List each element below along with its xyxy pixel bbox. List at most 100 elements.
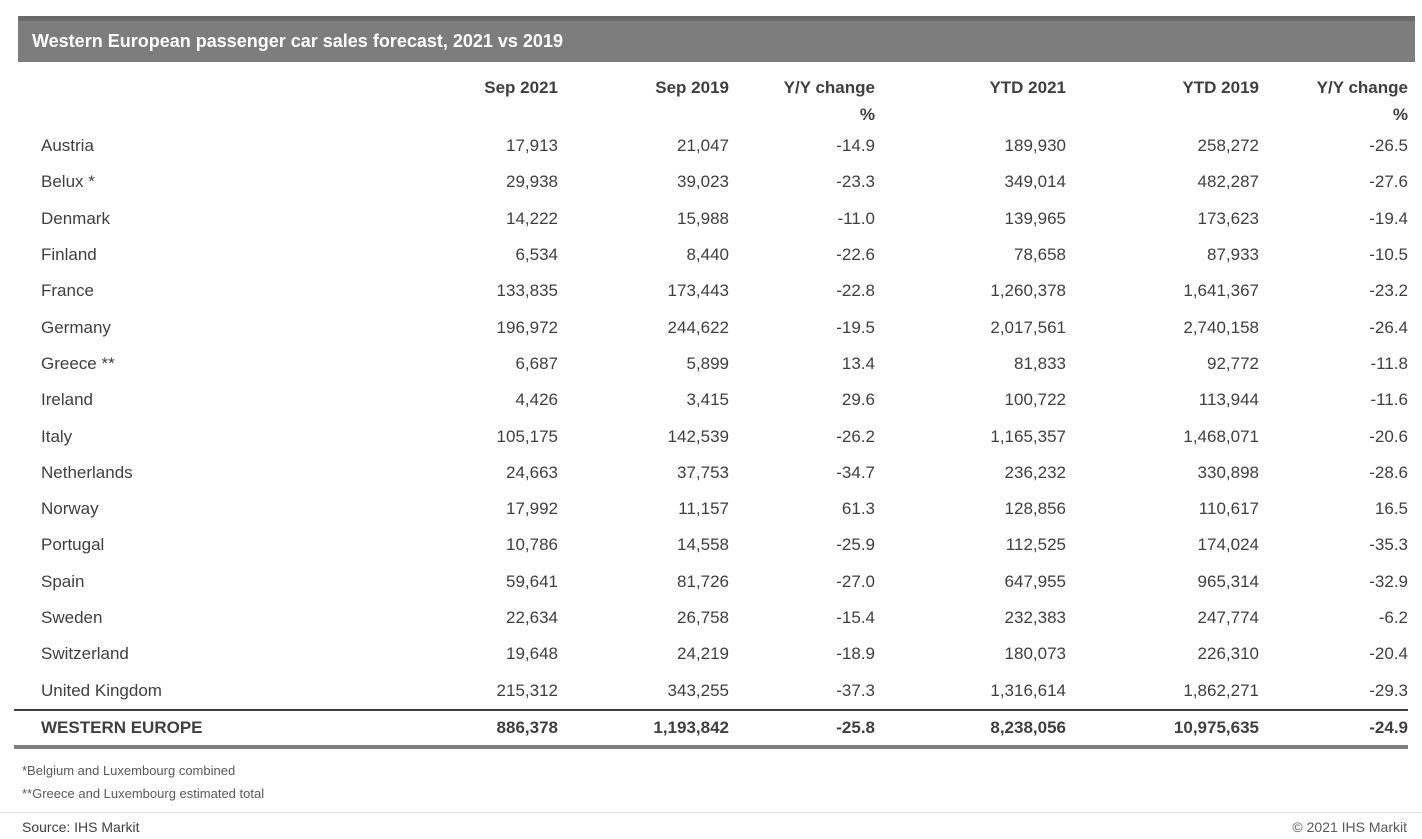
value-cell: 1,468,071: [1183, 426, 1259, 446]
value-cell: 174,024: [1197, 535, 1259, 555]
value-cell: 965,314: [1197, 571, 1259, 591]
table-row: Italy 105,175 142,539 -26.2 1,165,357 1,468,0…: [14, 418, 1408, 454]
value-cell: 1,316,614: [990, 680, 1066, 700]
value-cell: 133,835: [496, 281, 558, 301]
total-ytd-2021: 8,238,056: [990, 717, 1066, 737]
value-cell: -32.9: [1369, 571, 1408, 591]
value-cell: 29.6: [841, 390, 875, 410]
value-cell: -22.6: [836, 245, 875, 265]
value-cell: 244,622: [667, 317, 729, 337]
table-row: Greece ** 6,687 5,899 13.4 81,833 92,772 -11.8: [14, 346, 1408, 382]
table-row: Germany 196,972 244,622 -19.5 2,017,561 2,740…: [14, 309, 1408, 345]
table-row: Finland 6,534 8,440 -22.6 78,658 87,933 -10.5: [14, 237, 1408, 273]
col-header-yy-change-ytd: Y/Y change: [1316, 78, 1408, 97]
value-cell: 100,722: [1004, 390, 1066, 410]
table-row: Spain 59,641 81,726 -27.0 647,955 965,314 -32.…: [14, 564, 1408, 600]
value-cell: 81,833: [1014, 353, 1066, 373]
country-cell: Finland: [41, 245, 97, 265]
value-cell: 14,222: [506, 208, 558, 228]
percent-label-month: %: [859, 105, 875, 124]
country-cell: Norway: [41, 499, 99, 519]
value-cell: -20.4: [1369, 644, 1408, 664]
value-cell: 24,219: [677, 644, 729, 664]
value-cell: 78,658: [1014, 245, 1066, 265]
col-header-sep-2019: Sep 2019: [655, 78, 729, 97]
country-cell: Sweden: [41, 608, 103, 627]
value-cell: 39,023: [677, 172, 729, 192]
value-cell: 180,073: [1004, 644, 1066, 664]
value-cell: 112,525: [1005, 535, 1066, 555]
value-cell: -11.0: [837, 208, 876, 228]
col-header-ytd-2021: YTD 2021: [989, 78, 1066, 97]
value-cell: 128,856: [1004, 499, 1066, 519]
table-row: Austria 17,913 21,047 -14.9 189,930 258,272 -2…: [14, 128, 1408, 164]
footnote-greece: **Greece and Luxembourg estimated total: [22, 785, 265, 801]
value-cell: 343,255: [667, 680, 729, 700]
value-cell: 5,899: [686, 353, 729, 373]
country-cell: United Kingdom: [41, 680, 162, 700]
value-cell: -26.2: [836, 426, 875, 446]
value-cell: 29,938: [506, 172, 558, 192]
value-cell: -19.5: [836, 317, 875, 337]
value-cell: 105,175: [496, 426, 558, 446]
value-cell: -19.4: [1369, 208, 1408, 228]
copyright-label: © 2021 IHS Markit: [1292, 819, 1407, 835]
value-cell: 139,965: [1004, 208, 1066, 228]
value-cell: 17,992: [506, 499, 558, 519]
value-cell: -6.2: [1378, 608, 1408, 627]
country-cell: France: [41, 281, 94, 301]
total-yy-change-month: -25.8: [836, 717, 875, 737]
country-cell: Greece **: [41, 353, 115, 373]
value-cell: 17,913: [506, 136, 558, 156]
value-cell: -11.6: [1370, 390, 1409, 410]
col-header-ytd-2019: YTD 2019: [1182, 78, 1259, 97]
footnote-belux: *Belgium and Luxembourg combined: [22, 762, 236, 778]
value-cell: 2,017,561: [990, 317, 1066, 337]
value-cell: 87,933: [1207, 245, 1259, 265]
table-row: Ireland 4,426 3,415 29.6 100,722 113,944 -11.6: [14, 382, 1408, 418]
table-row: Switzerland 19,648 24,219 -18.9 180,073 226,3…: [14, 636, 1408, 672]
value-cell: 647,955: [1004, 571, 1066, 591]
table-header-percent-row: % %: [14, 102, 1408, 128]
value-cell: -23.3: [836, 172, 875, 192]
total-row: WESTERN EUROPE 886,378 1,193,842 -25.8 8…: [14, 708, 1408, 749]
country-cell: Netherlands: [41, 462, 133, 482]
source-row: Source: IHS Markit © 2021 IHS Markit: [0, 812, 1422, 835]
value-cell: 4,426: [515, 390, 558, 410]
total-ytd-2019: 10,975,635: [1173, 717, 1259, 737]
value-cell: 13.4: [841, 353, 875, 373]
value-cell: 21,047: [677, 136, 729, 156]
value-cell: -22.8: [836, 281, 875, 301]
value-cell: -10.5: [1369, 245, 1408, 265]
source-label: Source: IHS Markit: [22, 819, 140, 835]
table-body: Austria 17,913 21,047 -14.9 189,930 258,272 -2…: [14, 128, 1408, 709]
value-cell: 232,383: [1004, 608, 1066, 627]
value-cell: 258,272: [1197, 136, 1259, 156]
country-cell: Portugal: [41, 535, 105, 555]
table-row: Netherlands 24,663 37,753 -34.7 236,232 330,8…: [14, 455, 1408, 491]
table-row: Belux * 29,938 39,023 -23.3 349,014 482,287 -2…: [14, 164, 1408, 200]
value-cell: 226,310: [1197, 644, 1259, 664]
table-row: United Kingdom 215,312 343,255 -37.3 1,316,6…: [14, 672, 1408, 708]
value-cell: -26.5: [1369, 136, 1408, 156]
value-cell: 196,972: [496, 317, 558, 337]
value-cell: 482,287: [1197, 172, 1259, 192]
value-cell: 37,753: [677, 462, 729, 482]
value-cell: -26.4: [1369, 317, 1408, 337]
value-cell: 236,232: [1004, 462, 1066, 482]
value-cell: 173,623: [1197, 208, 1259, 228]
value-cell: 173,443: [667, 281, 729, 301]
table-row: Portugal 10,786 14,558 -25.9 112,525 174,024 -…: [14, 527, 1408, 563]
value-cell: 215,312: [496, 680, 558, 700]
value-cell: -18.9: [836, 644, 875, 664]
col-header-yy-change-month: Y/Y change: [783, 78, 875, 97]
table-row: Sweden 22,634 26,758 -15.4 232,383 247,774 -6.…: [14, 600, 1408, 636]
value-cell: 1,641,367: [1183, 281, 1259, 301]
value-cell: -23.2: [1369, 281, 1408, 301]
value-cell: 142,539: [667, 426, 729, 446]
country-cell: Spain: [41, 571, 85, 591]
value-cell: -25.9: [836, 535, 875, 555]
value-cell: -11.8: [1370, 353, 1409, 373]
value-cell: 14,558: [677, 535, 729, 555]
footnotes: *Belgium and Luxembourg combined **Greec…: [22, 759, 1422, 805]
